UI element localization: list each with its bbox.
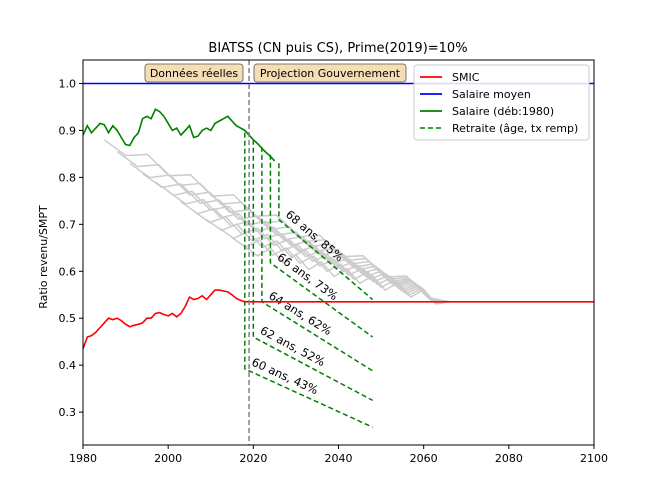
grey-cohort-line	[167, 190, 450, 303]
grey-cohort-line	[206, 218, 450, 304]
annotation-text: Données réelles	[150, 67, 239, 80]
chart-title: BIATSS (CN puis CS), Prime(2019)=10%	[208, 41, 467, 56]
y-tick-label: 0.3	[59, 406, 77, 419]
y-axis: 0.3 0.4 0.5 0.6 0.7 0.8 0.9 1.0	[59, 77, 83, 419]
annotation-donnees-reelles: Données réelles	[144, 63, 244, 83]
y-tick-label: 1.0	[59, 77, 77, 90]
retirement-line	[278, 163, 374, 301]
smic-line	[82, 289, 594, 350]
retirement-line	[244, 132, 373, 428]
legend-label-salaire-moyen: Salaire moyen	[452, 88, 531, 101]
legend-label-salaire-deb: Salaire (déb:1980)	[452, 105, 554, 118]
x-tick-label: 2040	[325, 452, 353, 465]
x-tick-label: 2080	[495, 452, 523, 465]
x-tick-label: 2000	[154, 452, 182, 465]
legend-box	[413, 64, 590, 141]
x-axis: 1980 2000 2020 2040 2060 2080 2100	[69, 445, 608, 465]
x-tick-label: 2060	[410, 452, 438, 465]
x-tick-label: 1980	[69, 452, 97, 465]
annotation-projection: Projection Gouvernement	[253, 63, 407, 83]
x-tick-label: 2020	[239, 452, 267, 465]
annotation-box	[253, 63, 407, 83]
annotation-box	[144, 63, 244, 83]
grey-cohort-line	[244, 246, 450, 305]
grey-cohort-line	[218, 227, 450, 304]
y-axis-label: Ratio revenu/SMPT	[37, 205, 50, 309]
retirement-line	[269, 154, 374, 338]
x-tick-label: 2100	[580, 452, 608, 465]
y-tick-label: 0.9	[59, 124, 77, 137]
legend: SMIC Salaire moyen Salaire (déb:1980) Re…	[413, 64, 590, 141]
y-tick-label: 0.7	[59, 218, 77, 231]
salaire-deb-line	[82, 108, 276, 162]
legend-label-smic: SMIC	[452, 71, 480, 84]
retirement-line	[252, 139, 373, 402]
grey-cohort-line	[193, 210, 450, 303]
legend-label-retraite: Retraite (âge, tx remp)	[452, 122, 578, 135]
grey-cohort-lines	[103, 139, 450, 305]
y-tick-label: 0.4	[59, 359, 77, 372]
annotation-text: Projection Gouvernement	[260, 67, 401, 80]
y-tick-label: 0.6	[59, 265, 77, 278]
y-tick-label: 0.8	[59, 171, 77, 184]
grey-cohort-line	[180, 201, 450, 303]
y-tick-label: 0.5	[59, 312, 77, 325]
